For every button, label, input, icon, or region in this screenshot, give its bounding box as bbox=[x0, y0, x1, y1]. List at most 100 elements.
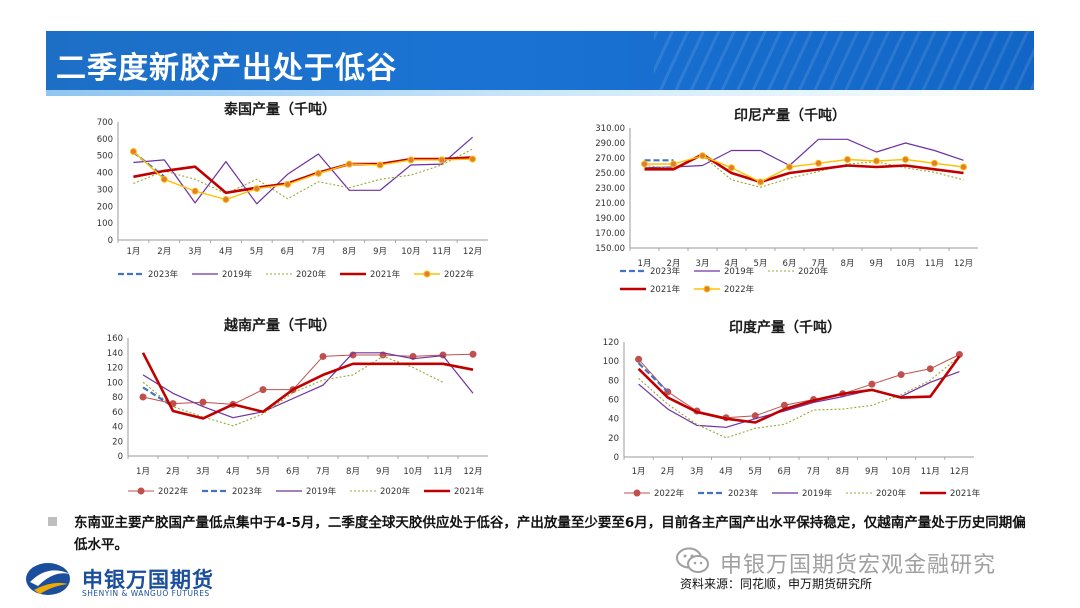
x-tick-label: 8月 bbox=[841, 259, 855, 269]
x-tick-label: 12月 bbox=[463, 247, 482, 257]
legend-label: 2019年 bbox=[306, 486, 337, 497]
legend-label: 2021年 bbox=[950, 488, 981, 499]
x-tick-label: 9月 bbox=[373, 247, 387, 257]
series-line-2021年 bbox=[141, 352, 474, 420]
y-tick-label: 150.00 bbox=[595, 244, 625, 254]
x-tick-label: 8月 bbox=[346, 467, 360, 477]
series-line-2023年 bbox=[637, 362, 669, 393]
x-tick-label: 6月 bbox=[286, 467, 300, 477]
series-line-2020年 bbox=[638, 355, 960, 439]
x-tick-label: 5月 bbox=[250, 247, 264, 257]
summary-paragraph: 东南亚主要产胶国产量低点集中于4-5月，二季度全球天胶供应处于低谷，产出放量至少… bbox=[48, 512, 1038, 556]
legend-marker bbox=[423, 270, 431, 278]
x-tick-label: 6月 bbox=[777, 467, 791, 477]
x-tick-label: 3月 bbox=[196, 467, 210, 477]
data-point bbox=[407, 156, 415, 164]
chart-title: 印尼产量（千吨） bbox=[734, 107, 846, 124]
chart-title: 越南产量（千吨） bbox=[223, 317, 336, 334]
y-tick-label: 700 bbox=[97, 118, 113, 128]
x-tick-label: 7月 bbox=[807, 467, 821, 477]
page-title: 二季度新胶产出处于低谷 bbox=[56, 51, 397, 86]
x-tick-label: 8月 bbox=[342, 247, 356, 257]
legend-marker bbox=[137, 487, 145, 495]
y-tick-label: 160 bbox=[107, 334, 123, 344]
y-tick-label: 120 bbox=[107, 364, 123, 374]
y-tick-label: 100 bbox=[97, 219, 113, 229]
summary-text: 东南亚主要产胶国产量低点集中于4-5月，二季度全球天胶供应处于低谷，产出放量至少… bbox=[74, 515, 1026, 553]
y-tick-label: 290.00 bbox=[595, 139, 625, 149]
data-point bbox=[635, 355, 643, 363]
data-point bbox=[699, 152, 706, 160]
data-point bbox=[438, 156, 446, 164]
y-tick-label: 190.00 bbox=[595, 214, 625, 224]
x-tick-label: 7月 bbox=[316, 467, 330, 477]
series-line-2022年 bbox=[142, 353, 474, 405]
chart-vietnam: 越南产量（千吨） 0 20 40 60 80 100 120 140 160 1月 2月 3月 4月 5月 6… bbox=[107, 317, 488, 497]
x-tick-label: 3月 bbox=[188, 247, 202, 257]
x-tick-label: 2月 bbox=[166, 467, 180, 477]
data-point bbox=[139, 393, 147, 401]
series-line-2019年 bbox=[133, 136, 473, 205]
wechat-icon bbox=[676, 547, 709, 573]
title-banner: 二季度新胶产出处于低谷 bbox=[46, 31, 1034, 96]
data-point bbox=[284, 180, 292, 188]
y-tick-label: 0 bbox=[108, 236, 113, 246]
series-line-2019年 bbox=[644, 138, 964, 169]
data-point bbox=[469, 155, 477, 163]
y-tick-label: 230.00 bbox=[595, 184, 625, 194]
watermark: 申银万国期货宏观金融研究 bbox=[676, 545, 1056, 578]
series-line-2020年 bbox=[644, 155, 964, 188]
x-tick-label: 9月 bbox=[865, 467, 879, 477]
y-tick-label: 80 bbox=[112, 393, 123, 403]
y-tick-label: 170.00 bbox=[595, 229, 625, 239]
y-tick-label: 250.00 bbox=[595, 169, 625, 179]
y-tick-label: 310.00 bbox=[595, 124, 625, 134]
x-tick-label: 10月 bbox=[403, 467, 422, 477]
y-tick-label: 300 bbox=[97, 185, 113, 195]
legend-label: 2019年 bbox=[222, 269, 253, 280]
data-point bbox=[786, 163, 793, 171]
x-tick-label: 10月 bbox=[896, 259, 915, 269]
data-point bbox=[902, 156, 909, 163]
x-tick-label: 12月 bbox=[950, 467, 969, 477]
series-line-2022年 bbox=[132, 150, 473, 201]
data-point bbox=[129, 148, 137, 155]
data-point bbox=[439, 351, 447, 359]
chart-thailand: 泰国产量（千吨） 0 100 200 300 400 500 600 700 1月 2月 3月 4月 5月… bbox=[97, 101, 488, 280]
x-tick-label: 2月 bbox=[661, 467, 675, 477]
legend-label: 2023年 bbox=[650, 266, 681, 277]
source-note: 资料来源：同花顺，申万期货研究所 bbox=[680, 577, 873, 591]
y-tick-label: 400 bbox=[97, 169, 113, 179]
company-logo: 申银万国期货 SHENYIN & WANGUO FUTURES bbox=[24, 560, 234, 600]
data-point bbox=[253, 185, 261, 193]
y-tick-label: 120 bbox=[603, 338, 619, 348]
legend-label: 2021年 bbox=[650, 284, 681, 295]
data-point bbox=[931, 159, 938, 167]
data-point bbox=[222, 196, 230, 204]
x-tick-label: 1月 bbox=[136, 467, 150, 477]
data-point bbox=[319, 352, 327, 360]
y-tick-label: 140 bbox=[107, 349, 123, 359]
x-tick-label: 2月 bbox=[157, 247, 171, 257]
x-tick-label: 4月 bbox=[725, 259, 739, 269]
watermark-text: 申银万国期货宏观金融研究 bbox=[720, 553, 997, 578]
series-line-2019年 bbox=[638, 371, 960, 428]
legend-label: 2019年 bbox=[724, 266, 755, 277]
data-point bbox=[815, 159, 822, 167]
y-tick-label: 0 bbox=[118, 452, 123, 462]
data-point bbox=[199, 398, 207, 406]
y-tick-label: 0 bbox=[614, 453, 619, 463]
y-tick-label: 60 bbox=[608, 396, 619, 406]
x-tick-label: 10月 bbox=[401, 247, 420, 257]
legend-label: 2021年 bbox=[454, 486, 485, 497]
x-tick-label: 11月 bbox=[433, 467, 452, 477]
data-point bbox=[670, 160, 677, 168]
data-point bbox=[897, 371, 905, 379]
x-tick-label: 9月 bbox=[870, 259, 884, 269]
x-tick-label: 5月 bbox=[754, 259, 768, 269]
legend-label: 2023年 bbox=[728, 488, 759, 499]
y-tick-label: 20 bbox=[112, 437, 123, 447]
series-line-2019年 bbox=[142, 352, 474, 419]
data-point bbox=[345, 160, 353, 168]
x-tick-label: 6月 bbox=[783, 259, 797, 269]
